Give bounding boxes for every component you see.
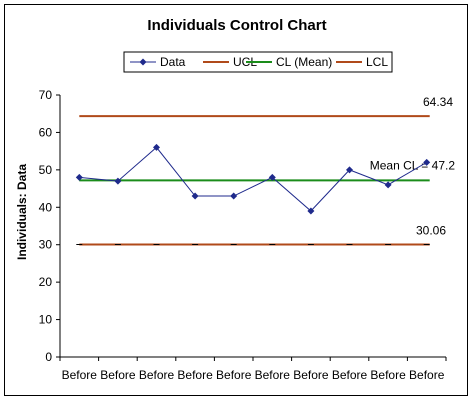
legend: Data UCL CL (Mean) LCL [123,51,393,73]
data-point [268,173,276,181]
y-tick-label: 70 [39,88,53,102]
data-point [346,166,353,174]
y-tick-label: 20 [39,275,53,289]
legend-label: Data [160,55,186,69]
y-tick-label: 30 [39,238,53,252]
data-point [307,207,315,215]
legend-label: CL (Mean) [276,55,332,69]
chart-title: Individuals Control Chart [147,17,326,34]
y-tick-label: 10 [39,313,53,327]
y-axis-label: Individuals: Data [15,164,29,260]
x-tick-label: Before [409,368,445,382]
x-tick-label: Before [177,368,213,382]
x-tick-label: Before [332,368,368,382]
lcl-annotation: 30.06 [416,223,446,237]
legend-label: UCL [233,55,257,69]
y-tick-label: 60 [39,125,53,139]
data-point [75,173,83,181]
y-tick-label: 40 [39,200,53,214]
x-tick-label: Before [255,368,291,382]
ucl-annotation: 64.34 [423,95,453,109]
data-point [153,143,160,151]
data-point [384,181,392,189]
data-point [114,177,122,185]
x-tick-label: Before [139,368,175,382]
data-series-line [79,146,427,212]
y-tick-label: 0 [45,350,52,364]
x-tick-label: Before [370,368,406,382]
data-point [423,158,431,166]
legend-label: LCL [366,55,388,69]
data-point [230,192,238,200]
x-tick-label: Before [62,368,98,382]
x-tick-label: Before [100,368,136,382]
legend-marker [139,58,147,66]
y-tick-label: 50 [39,163,53,177]
cl-annotation: Mean CL = 47.2 [370,158,456,172]
data-point [191,192,199,200]
x-tick-label: Before [216,368,252,382]
x-tick-label: Before [293,368,329,382]
